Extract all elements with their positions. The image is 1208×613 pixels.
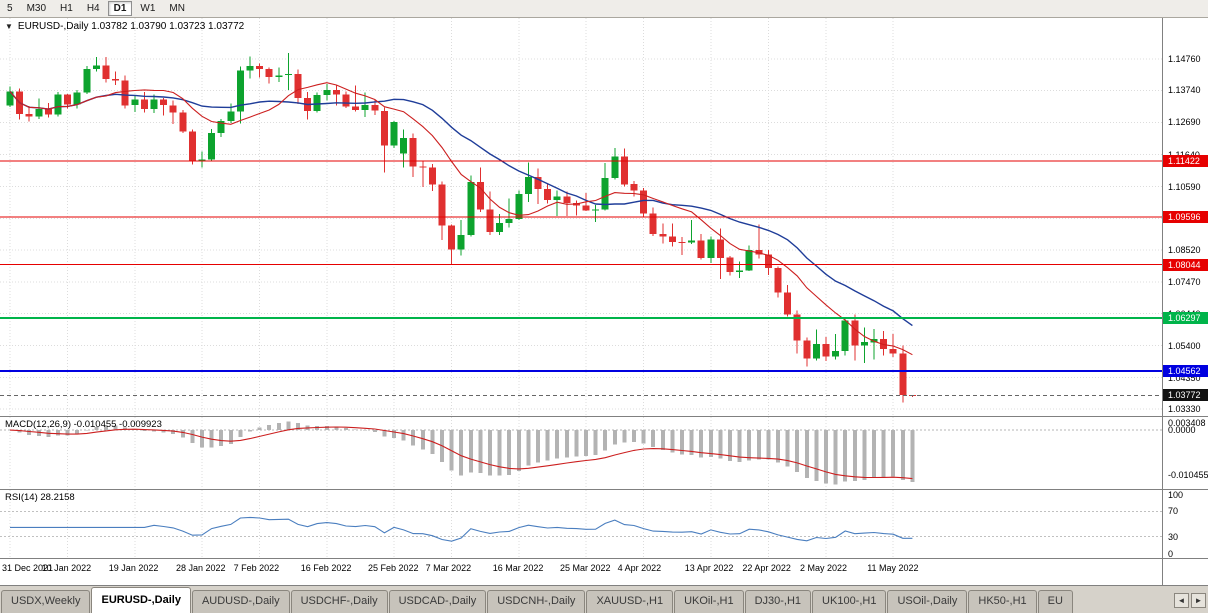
date-axis-label: 11 May 2022 bbox=[867, 563, 919, 573]
candlestick-plot[interactable] bbox=[0, 18, 1162, 416]
macd-scale[interactable]: 0.003408 0.0000 -0.010455 bbox=[1162, 417, 1208, 489]
chart-tab-uk100-h1[interactable]: UK100-,H1 bbox=[812, 590, 887, 613]
chart-tab-usdchf-daily[interactable]: USDCHF-,Daily bbox=[290, 590, 388, 613]
timeframe-button-h4[interactable]: H4 bbox=[86, 3, 100, 14]
axis-label: 1.12690 bbox=[1168, 117, 1201, 128]
date-axis-label: 2 May 2022 bbox=[800, 563, 848, 573]
chart-tab-hk50-h1[interactable]: HK50-,H1 bbox=[968, 590, 1037, 613]
date-axis-label: 10 Jan 2022 bbox=[41, 563, 92, 573]
axis-label: 1.14760 bbox=[1168, 54, 1201, 65]
timeframe-button-h1[interactable]: H1 bbox=[60, 3, 73, 14]
price-line-badge: 1.04562 bbox=[1163, 365, 1208, 378]
date-axis-label: 25 Mar 2022 bbox=[560, 563, 611, 573]
axis-label: 1.11640 bbox=[1168, 150, 1200, 160]
price-line-badge: 1.03772 bbox=[1163, 389, 1208, 402]
axis-label: -0.010455 bbox=[1168, 469, 1208, 480]
axis-label: 1.07470 bbox=[1168, 277, 1201, 288]
chart-tab-usdcnh-daily[interactable]: USDCNH-,Daily bbox=[487, 590, 586, 613]
tab-scroll-right-button[interactable]: ► bbox=[1191, 593, 1206, 608]
axis-label: 0 bbox=[1168, 549, 1174, 558]
chart-tab-dj30-h1[interactable]: DJ30-,H1 bbox=[744, 590, 812, 613]
axis-label: 1.03330 bbox=[1168, 403, 1201, 414]
chart-tab-bar: USDX,Weekly EURUSD-,Daily AUDUSD-,Daily USD… bbox=[0, 585, 1208, 613]
time-axis[interactable]: 31 Dec 2021 10 Jan 2022 19 Jan 2022 28 Jan … bbox=[0, 558, 1208, 585]
macd-label: MACD(12,26,9) -0.010455 -0.009923 bbox=[5, 419, 162, 430]
timeframe-button-d1[interactable]: D1 bbox=[107, 1, 133, 16]
date-axis-label: 28 Jan 2022 bbox=[176, 563, 226, 573]
chart-tab-usdcad-daily[interactable]: USDCAD-,Daily bbox=[388, 590, 487, 613]
rsi-label: RSI(14) 28.2158 bbox=[5, 492, 75, 503]
price-line-badge: 1.08044 bbox=[1163, 258, 1208, 271]
timeframe-toolbar: 5 M30 H1 H4 D1 W1 MN bbox=[0, 0, 1208, 18]
chart-tab-xauusd-h1[interactable]: XAUUSD-,H1 bbox=[586, 590, 674, 613]
macd-plot[interactable] bbox=[0, 417, 1162, 489]
date-axis-label: 22 Apr 2022 bbox=[742, 563, 791, 573]
date-axis-label: 7 Mar 2022 bbox=[425, 563, 472, 573]
main-chart-pane: ▼ EURUSD-,Daily 1.03782 1.03790 1.03723 … bbox=[0, 18, 1208, 416]
ohlc-readout: EURUSD-,Daily 1.03782 1.03790 1.03723 1.… bbox=[17, 21, 245, 32]
date-axis-label: 7 Feb 2022 bbox=[233, 563, 280, 573]
price-line-badge: 1.06297 bbox=[1163, 312, 1208, 325]
date-axis-label: 25 Feb 2022 bbox=[368, 563, 419, 573]
tab-scroll-left-button[interactable]: ◄ bbox=[1174, 593, 1189, 608]
timeframe-button-mn[interactable]: MN bbox=[169, 3, 185, 14]
chart-tab-ukoil-h1[interactable]: UKOil-,H1 bbox=[674, 590, 744, 613]
price-scale[interactable]: 1.14760 1.13740 1.12690 1.11640 1.10590 1.095… bbox=[1162, 18, 1208, 416]
tab-scroll-arrows: ◄ ► bbox=[1174, 593, 1206, 608]
date-axis-label: 16 Mar 2022 bbox=[492, 563, 544, 573]
axis-label: 1.13740 bbox=[1168, 85, 1201, 96]
price-line-badge: 1.11422 bbox=[1163, 155, 1208, 168]
axis-label: 0.0000 bbox=[1168, 425, 1196, 436]
date-axis-label: 19 Jan 2022 bbox=[108, 563, 159, 573]
timeframe-button-5[interactable]: 5 bbox=[7, 3, 13, 14]
chart-tab-usoil-daily[interactable]: USOil-,Daily bbox=[887, 590, 968, 613]
chart-tab-eu[interactable]: EU bbox=[1037, 590, 1073, 613]
macd-pane: MACD(12,26,9) -0.010455 -0.009923 0.0034… bbox=[0, 416, 1208, 489]
price-line-badge: 1.09596 bbox=[1163, 211, 1208, 224]
axis-label: 30 bbox=[1168, 531, 1179, 542]
axis-label: 1.04350 bbox=[1168, 372, 1201, 383]
axis-label: 70 bbox=[1168, 506, 1179, 517]
axis-label: 1.05400 bbox=[1168, 340, 1201, 351]
date-axis-label: 16 Feb 2022 bbox=[300, 563, 352, 573]
axis-label: 100 bbox=[1168, 490, 1184, 500]
date-axis-label: 4 Apr 2022 bbox=[617, 563, 662, 573]
rsi-pane: RSI(14) 28.2158 100 70 30 0 bbox=[0, 489, 1208, 558]
axis-label: 1.08520 bbox=[1168, 245, 1201, 256]
axis-label: 0.003408 bbox=[1168, 418, 1206, 428]
chart-window: ▼ EURUSD-,Daily 1.03782 1.03790 1.03723 … bbox=[0, 18, 1208, 585]
collapse-chart-icon[interactable]: ▼ bbox=[5, 21, 13, 31]
chart-tab-eurusd-daily[interactable]: EURUSD-,Daily bbox=[91, 587, 191, 613]
ohlc-info-line: ▼ EURUSD-,Daily 1.03782 1.03790 1.03723 … bbox=[5, 21, 244, 32]
chart-tab-audusd-daily[interactable]: AUDUSD-,Daily bbox=[191, 590, 290, 613]
date-axis-label: 31 Dec 2021 bbox=[2, 563, 54, 573]
axis-label: 1.10590 bbox=[1168, 181, 1201, 192]
time-axis-corner bbox=[1162, 559, 1208, 585]
rsi-scale[interactable]: 100 70 30 0 bbox=[1162, 490, 1208, 558]
chart-tab-usdx-weekly[interactable]: USDX,Weekly bbox=[1, 590, 91, 613]
timeframe-button-w1[interactable]: W1 bbox=[140, 3, 156, 14]
rsi-plot[interactable] bbox=[0, 490, 1162, 558]
timeframe-button-m30[interactable]: M30 bbox=[26, 3, 47, 14]
date-axis-label: 13 Apr 2022 bbox=[684, 563, 734, 573]
